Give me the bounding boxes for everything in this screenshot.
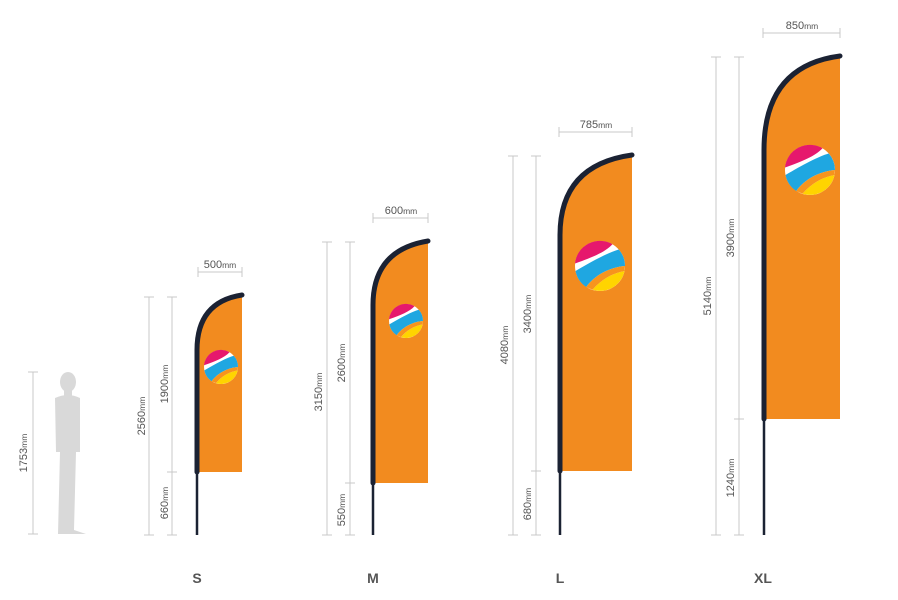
flag-s-total-label: 2560mm xyxy=(136,397,148,436)
flag-s-frame xyxy=(194,292,245,475)
flag-m-pole-height-label: 550mm xyxy=(336,494,348,527)
flag-m-size-label: M xyxy=(367,570,379,586)
flag-m-frame xyxy=(370,238,431,486)
flag-xl: 850mm 5140mm 3900mm 1240mm XL xyxy=(702,20,843,586)
flag-s-flag-height-label: 1900mm xyxy=(159,365,171,404)
person-silhouette-icon xyxy=(55,372,86,534)
flag-l: 785mm 4080mm 3400mm 680mm L xyxy=(499,119,635,586)
flag-s-size-label: S xyxy=(192,570,201,586)
flag-s: 500mm 2560mm 1900mm 660mm S xyxy=(136,259,245,586)
flag-m-total-label: 3150mm xyxy=(313,373,325,412)
flag-xl-total-label: 5140mm xyxy=(702,277,714,316)
flag-l-logo-icon xyxy=(575,240,625,291)
flag-m-flag-height-label: 2600mm xyxy=(336,344,348,383)
flag-xl-banner xyxy=(764,56,840,419)
flag-xl-flag-height-label: 3900mm xyxy=(725,219,737,258)
flag-l-pole-height-label: 680mm xyxy=(522,488,534,521)
flag-m-width-label: 600mm xyxy=(385,205,418,217)
flag-xl-frame xyxy=(761,53,843,422)
flag-xl-pole-height-label: 1240mm xyxy=(725,459,737,498)
flag-xl-width-label: 850mm xyxy=(786,20,819,32)
flag-s-logo-icon xyxy=(204,349,238,384)
flag-l-total-label: 4080mm xyxy=(499,326,511,365)
flag-l-frame xyxy=(557,152,635,474)
flag-l-flag-height-label: 3400mm xyxy=(522,295,534,334)
human-height-label: 1753mm xyxy=(18,434,30,473)
human-reference: 1753mm xyxy=(18,371,86,535)
flag-l-size-label: L xyxy=(556,570,565,586)
flag-m-logo-icon xyxy=(389,303,423,338)
flag-l-banner xyxy=(560,155,632,471)
flag-s-pole-height-label: 660mm xyxy=(159,487,171,520)
flag-m-banner xyxy=(373,241,428,483)
flag-xl-size-label: XL xyxy=(754,570,772,586)
flag-m: 600mm 3150mm 2600mm 550mm M xyxy=(313,205,431,586)
flag-s-width-label: 500mm xyxy=(204,259,237,271)
flag-l-width-label: 785mm xyxy=(580,119,613,131)
flag-xl-logo-icon xyxy=(785,144,835,195)
